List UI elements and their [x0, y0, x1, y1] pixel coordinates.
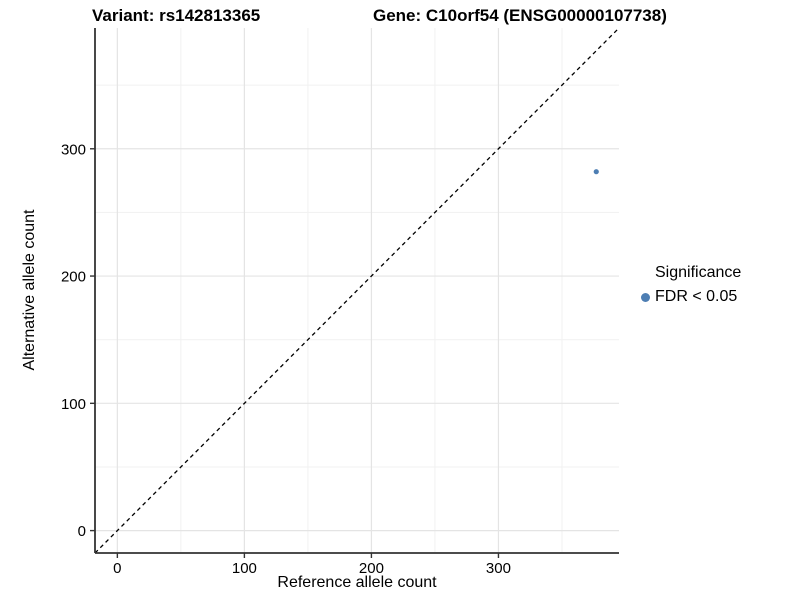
- plot-title-gene: Gene: C10orf54 (ENSG00000107738): [373, 6, 667, 25]
- y-tick-label: 0: [78, 523, 86, 540]
- y-tick-label: 300: [61, 141, 86, 158]
- legend-item: FDR < 0.05: [641, 288, 741, 306]
- y-tick-label: 200: [61, 269, 86, 286]
- y-tick-label: 100: [61, 396, 86, 413]
- x-tick-label: 0: [113, 560, 121, 577]
- legend-item-label: FDR < 0.05: [655, 288, 738, 305]
- legend-title: Significance: [655, 264, 742, 281]
- x-tick-label: 100: [232, 560, 257, 577]
- x-tick-label: 300: [486, 560, 511, 577]
- legend: Significance FDR < 0.05: [641, 264, 741, 306]
- x-tick-label: 200: [359, 560, 384, 577]
- legend-point-icon: [641, 292, 650, 302]
- y-axis-title: Alternative allele count: [21, 209, 38, 371]
- identity-reference-line: [94, 27, 620, 554]
- plot-title-variant: Variant: rs142813365: [92, 6, 261, 25]
- x-axis-title: Reference allele count: [277, 574, 437, 591]
- data-point: [593, 169, 599, 175]
